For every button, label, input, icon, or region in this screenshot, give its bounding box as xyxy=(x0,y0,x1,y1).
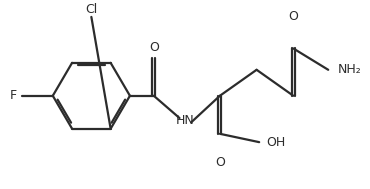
Text: Cl: Cl xyxy=(85,3,97,16)
Text: HN: HN xyxy=(176,114,194,127)
Text: F: F xyxy=(10,89,17,102)
Text: O: O xyxy=(288,10,298,23)
Text: NH₂: NH₂ xyxy=(337,63,361,76)
Text: O: O xyxy=(149,41,159,54)
Text: OH: OH xyxy=(266,136,285,149)
Text: O: O xyxy=(215,156,225,169)
